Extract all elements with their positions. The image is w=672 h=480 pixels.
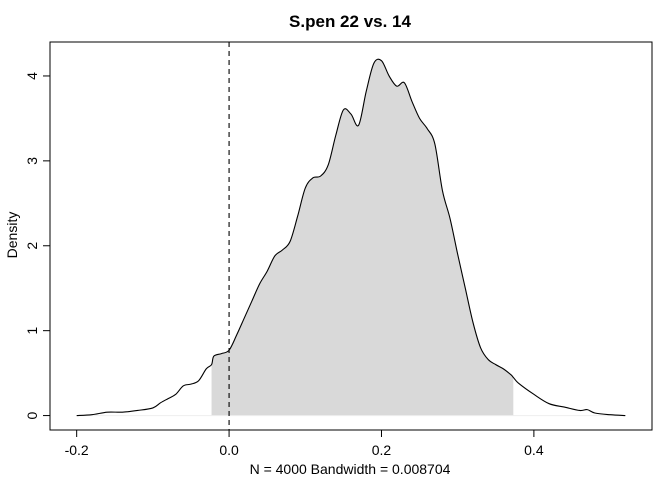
- x-tick-label: -0.2: [65, 442, 89, 458]
- density-curve: [76, 58, 626, 417]
- y-tick-label: 3: [24, 157, 40, 165]
- chart-title: S.pen 22 vs. 14: [289, 12, 411, 31]
- x-tick-label: 0.2: [372, 442, 392, 458]
- y-tick-label: 1: [24, 327, 40, 335]
- y-tick-label: 4: [24, 72, 40, 80]
- credible-interval-area: [211, 59, 514, 416]
- x-tick-label: 0.4: [524, 442, 544, 458]
- y-axis-label: Density: [4, 212, 20, 259]
- y-tick-label: 0: [24, 411, 40, 419]
- plot-area: [76, 42, 626, 430]
- y-tick-label: 2: [24, 242, 40, 250]
- x-tick-label: 0.0: [219, 442, 239, 458]
- x-axis-label: N = 4000 Bandwidth = 0.008704: [250, 461, 451, 477]
- axes: -0.2 0.0 0.2 0.4 0 1 2 3 4: [24, 41, 653, 458]
